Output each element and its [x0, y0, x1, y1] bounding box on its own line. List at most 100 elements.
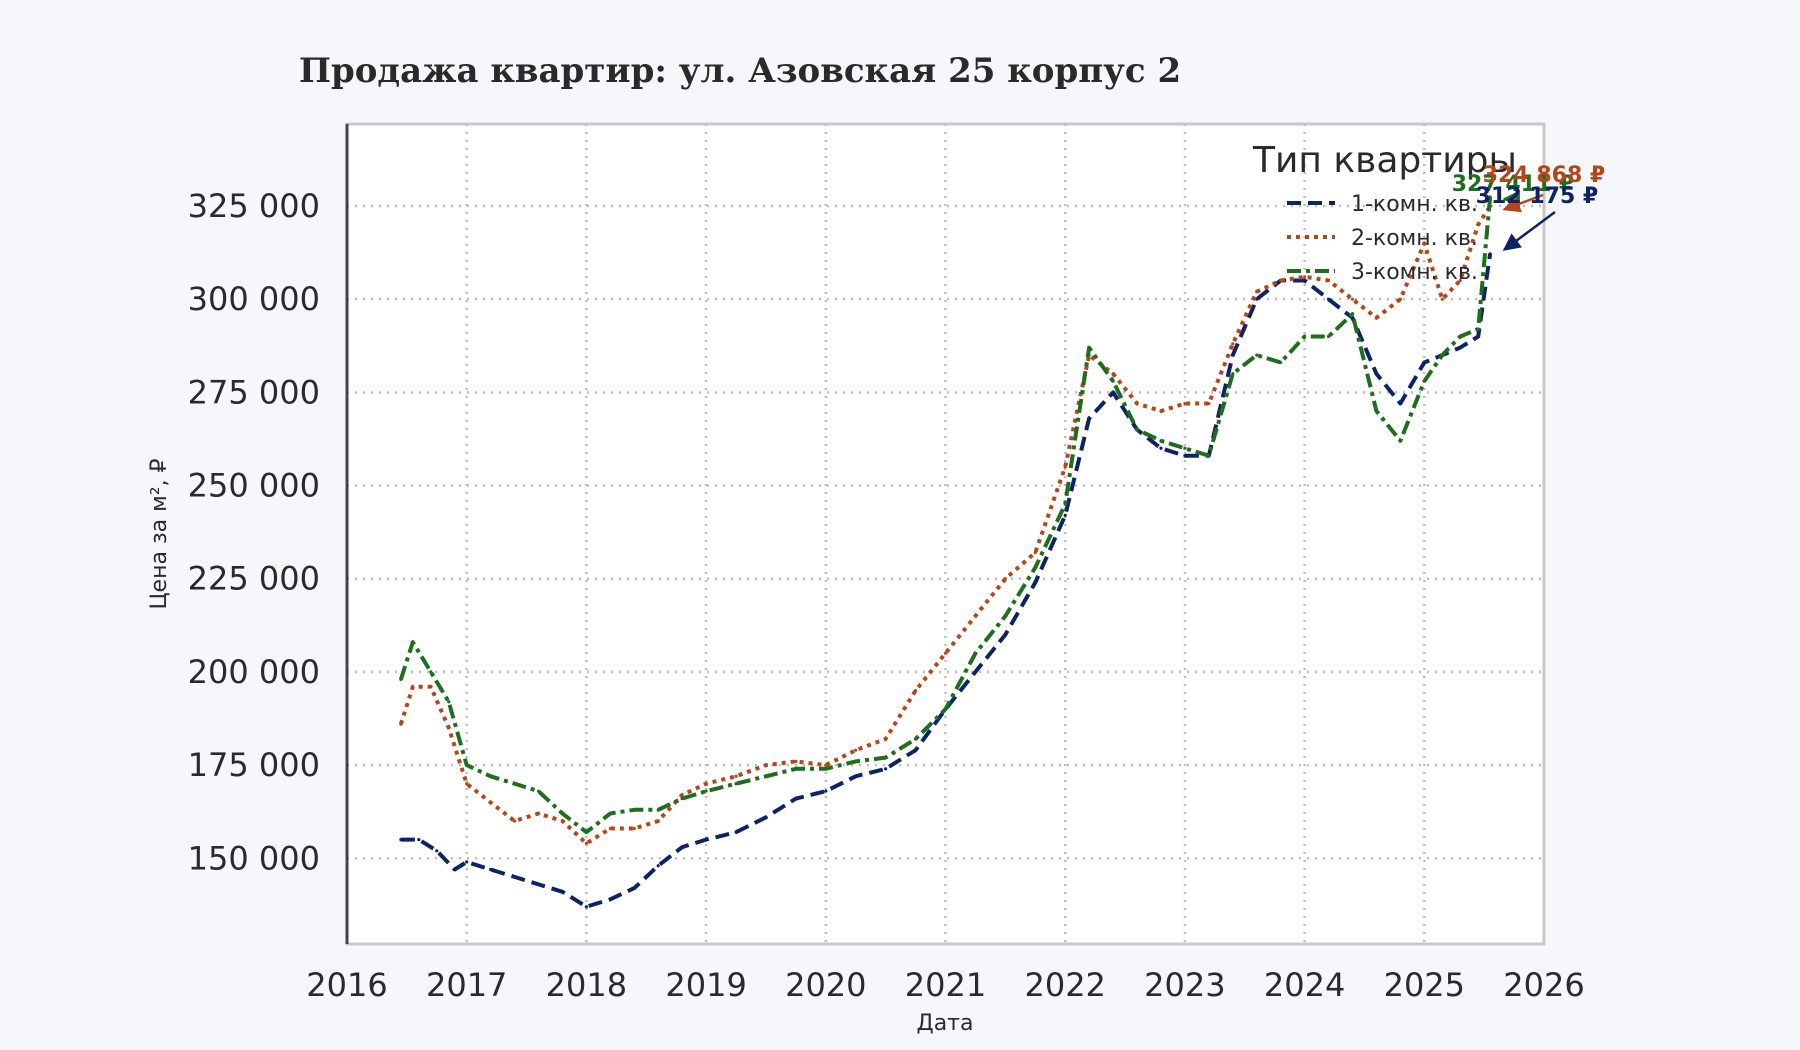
data-point — [824, 767, 828, 771]
data-point — [560, 890, 565, 894]
data-point — [1111, 390, 1115, 394]
series-line — [398, 205, 1492, 846]
data-point — [794, 767, 798, 771]
annotation-arrow — [1502, 193, 1544, 213]
data-point — [584, 830, 589, 834]
data-point — [1207, 401, 1211, 406]
data-point — [1255, 290, 1259, 294]
data-point — [1422, 379, 1426, 383]
data-point — [1476, 223, 1480, 227]
data-point — [447, 700, 451, 704]
data-point — [1231, 353, 1235, 357]
data-point — [824, 789, 828, 793]
data-point — [608, 811, 612, 816]
data-point — [536, 811, 541, 816]
data-point — [854, 759, 858, 763]
data-point — [1159, 446, 1163, 450]
x-tick-label: 2020 — [785, 966, 866, 1004]
data-point — [1135, 401, 1139, 406]
data-point — [884, 756, 888, 760]
data-point — [1326, 297, 1331, 301]
data-point — [884, 767, 888, 771]
data-point — [704, 789, 708, 793]
data-point — [1231, 372, 1235, 376]
y-tick-label: 250 000 — [188, 467, 320, 505]
x-tick-label: 2026 — [1503, 966, 1584, 1004]
data-point — [824, 763, 828, 767]
data-point — [734, 774, 738, 778]
data-point — [1422, 241, 1426, 245]
data-point — [1003, 633, 1007, 637]
data-point — [680, 797, 684, 801]
data-point — [1063, 465, 1067, 469]
x-tick-label: 2022 — [1024, 966, 1105, 1004]
data-point — [608, 897, 612, 901]
legend-label: 3-комн. кв. — [1351, 260, 1478, 285]
data-point — [1398, 401, 1402, 406]
data-point — [1183, 454, 1187, 458]
data-point — [913, 737, 918, 741]
data-point — [704, 838, 708, 842]
data-point — [1003, 577, 1007, 581]
y-tick-label: 175 000 — [188, 746, 320, 784]
data-point — [656, 819, 660, 823]
chart-title: Продажа квартир: ул. Азовская 25 корпус … — [299, 51, 1181, 91]
data-point — [512, 782, 517, 786]
annotation-arrow — [1502, 210, 1556, 251]
data-point — [1398, 297, 1402, 301]
series-line — [400, 253, 1493, 909]
data-point — [1063, 513, 1067, 517]
data-point — [1440, 353, 1444, 357]
y-axis-label: Цена за м², ₽ — [147, 458, 172, 609]
annotations: 327 411 ₽324 868 ₽312 175 ₽ — [1452, 163, 1605, 251]
legend-label: 1-комн. кв. — [1351, 192, 1478, 217]
data-point — [632, 808, 636, 812]
data-point — [429, 670, 433, 674]
data-point — [399, 722, 403, 726]
data-point — [680, 845, 684, 849]
y-tick-label: 300 000 — [188, 280, 320, 318]
data-point — [1488, 252, 1492, 256]
legend-label: 2-комн. кв. — [1351, 226, 1478, 251]
data-point — [1303, 275, 1307, 279]
data-point — [512, 875, 517, 879]
legend: Тип квартиры 1-комн. кв. 2-комн. кв. 3-ком… — [1252, 140, 1517, 285]
data-point — [1350, 312, 1355, 316]
data-point — [465, 763, 469, 767]
data-point — [794, 797, 798, 801]
data-point — [943, 707, 948, 711]
data-point — [656, 864, 660, 868]
data-point — [1003, 614, 1007, 618]
y-tick-label: 200 000 — [188, 653, 320, 691]
data-point — [1476, 334, 1480, 339]
data-point — [764, 774, 768, 778]
data-point — [1374, 409, 1379, 413]
data-point — [1422, 360, 1426, 365]
data-point — [913, 748, 918, 752]
data-point — [489, 800, 493, 804]
data-point — [1087, 416, 1091, 421]
data-point — [943, 651, 948, 655]
annotation-label: 324 868 ₽ — [1483, 163, 1605, 188]
data-point — [1111, 379, 1115, 383]
data-point — [489, 774, 493, 778]
data-point — [584, 905, 589, 909]
data-point — [536, 789, 541, 793]
data-point — [447, 726, 451, 730]
data-point — [1135, 428, 1139, 432]
data-point — [1111, 372, 1115, 376]
data-point — [399, 838, 403, 842]
data-point — [512, 819, 517, 823]
grid — [347, 124, 1544, 944]
data-point — [584, 841, 589, 845]
data-point — [489, 867, 493, 872]
data-point — [465, 860, 469, 864]
x-tick-label: 2024 — [1264, 966, 1345, 1004]
data-point — [1303, 278, 1307, 283]
data-point — [1159, 409, 1163, 413]
data-point — [704, 782, 708, 786]
data-point — [656, 808, 660, 812]
y-axis-ticks: 150 000 175 000 200 000 225 000 250 000 275 0… — [188, 187, 320, 877]
data-point — [1374, 372, 1379, 376]
